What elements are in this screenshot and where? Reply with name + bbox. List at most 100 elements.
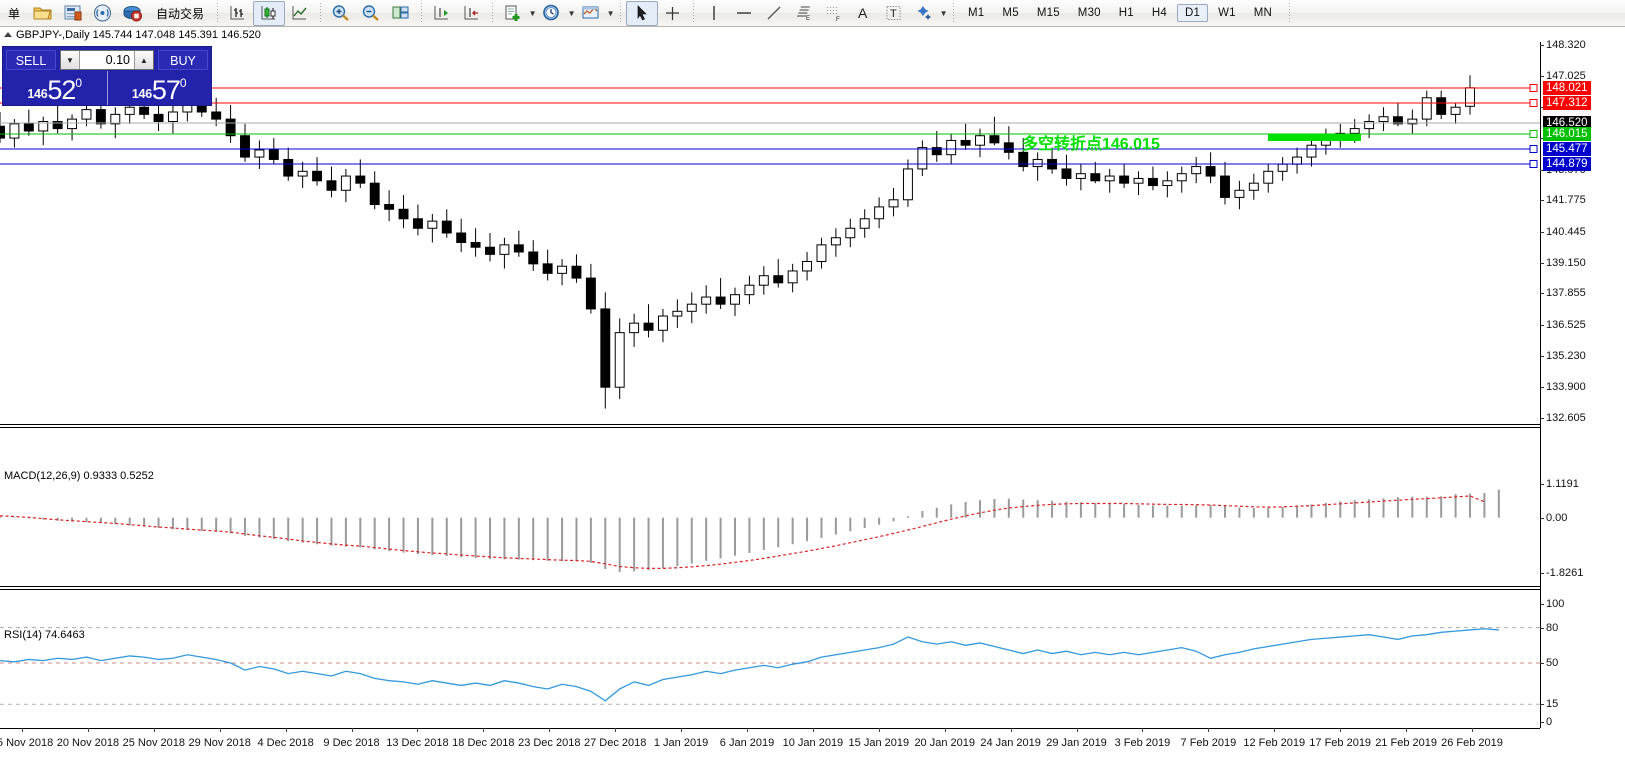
chart-shift-icon[interactable] (457, 1, 487, 26)
volume-stepper[interactable]: ▼ 0.10 ▲ (60, 50, 154, 70)
autotrade-icon[interactable] (118, 1, 148, 26)
date-axis-tick (417, 728, 419, 732)
channel-icon[interactable]: F (819, 1, 849, 26)
one-click-trade-panel[interactable]: SELL ▼ 0.10 ▲ BUY 146 52 0 146 57 0 (2, 46, 212, 106)
ask-price[interactable]: 146 57 0 (108, 71, 212, 105)
trendline-icon[interactable] (759, 1, 789, 26)
date-axis-label: 15 Nov 2018 (0, 737, 54, 749)
rsi-axis-tick-label: 80 (1546, 621, 1559, 634)
objects-dropdown-caret[interactable]: ▼ (939, 8, 948, 18)
price-axis-tick (1540, 231, 1544, 233)
date-axis-tick (87, 728, 89, 732)
volume-input[interactable]: 0.10 (105, 53, 130, 67)
horizontal-line-icon[interactable] (729, 1, 759, 26)
date-axis-tick (22, 728, 23, 732)
indicator-icon[interactable] (576, 1, 606, 26)
timeframe-d1[interactable]: D1 (1177, 4, 1209, 22)
chart-annotation-text: 多空转折点146.015 (1022, 136, 1160, 153)
bar-chart-icon[interactable] (223, 1, 253, 26)
buy-button[interactable]: BUY (158, 50, 208, 70)
vertical-line-icon[interactable] (699, 1, 729, 26)
timeframe-m5[interactable]: M5 (1002, 7, 1019, 19)
price-level-label[interactable]: 146.520 (1543, 116, 1591, 130)
date-axis-label: 21 Feb 2019 (1375, 737, 1437, 749)
rsi-axis-tick-label: 15 (1546, 698, 1559, 711)
bid-price[interactable]: 146 52 0 (3, 71, 108, 105)
period-dropdown-caret[interactable]: ▼ (567, 8, 576, 18)
broadcast-icon[interactable] (88, 1, 118, 26)
candlestick-icon-glyph (258, 2, 280, 24)
macd-pane[interactable] (0, 428, 1540, 586)
date-axis-label: 26 Feb 2019 (1441, 737, 1503, 749)
chart-area[interactable]: MACD(12,26,9) 0.9333 0.5252 RSI(14) 74.6… (0, 39, 1625, 728)
timeframe-m30[interactable]: M30 (1077, 7, 1101, 19)
price-pane[interactable] (0, 42, 1540, 424)
price-level-label[interactable]: 147.312 (1543, 96, 1591, 110)
tile-windows-icon-glyph (390, 2, 412, 24)
price-axis-tick (1540, 417, 1544, 419)
price-axis[interactable]: 148.320147.025145.695144.400143.070141.7… (1540, 39, 1625, 728)
bid-price-pips: 52 (47, 75, 76, 105)
price-axis-tick-label: 132.605 (1546, 411, 1586, 424)
sell-button[interactable]: SELL (6, 50, 56, 70)
new-chart-icon[interactable] (498, 1, 528, 26)
price-axis-tick-label: 141.775 (1546, 194, 1586, 207)
timeframe-m15[interactable]: M15 (1036, 7, 1060, 19)
price-axis-tick (1540, 262, 1544, 264)
volume-increase-button[interactable]: ▲ (134, 51, 153, 69)
price-axis-tick (1540, 169, 1544, 171)
timeframe-w1[interactable]: W1 (1218, 7, 1236, 19)
date-axis-tick (1010, 728, 1012, 732)
price-axis-tick (1540, 107, 1544, 109)
date-axis-tick (615, 728, 617, 732)
collapse-triangle-icon[interactable] (4, 32, 12, 37)
price-candles (0, 75, 1475, 409)
tile-windows-icon[interactable] (386, 1, 416, 26)
date-axis-tick (549, 728, 551, 732)
zoom-out-icon[interactable] (356, 1, 386, 26)
rsi-axis-tick (1540, 663, 1544, 664)
text-box-icon[interactable]: T (879, 1, 909, 26)
scroll-end-icon-glyph (431, 2, 453, 24)
text-label-icon[interactable]: A (849, 1, 879, 26)
scroll-end-icon[interactable] (427, 1, 457, 26)
date-axis-tick (1406, 728, 1408, 732)
timeframe-mn[interactable]: MN (1253, 7, 1273, 19)
candlestick-icon[interactable] (253, 0, 286, 26)
date-axis-tick (351, 728, 353, 732)
timeframe-m1[interactable]: M1 (968, 7, 985, 19)
cursor-icon[interactable] (626, 0, 659, 26)
timeframe-h4[interactable]: H4 (1151, 7, 1167, 19)
new-chart-dropdown-caret[interactable]: ▼ (528, 8, 537, 18)
horizontal-line-icon-glyph (733, 2, 755, 24)
macd-axis-tick-label: -1.8261 (1546, 566, 1584, 579)
date-axis-tick (812, 728, 814, 732)
rsi-label: RSI(14) 74.6463 (4, 629, 85, 641)
date-axis-label: 29 Jan 2019 (1046, 737, 1107, 749)
trade-panel-top-row: SELL ▼ 0.10 ▲ BUY (3, 47, 211, 71)
volume-decrease-button[interactable]: ▼ (61, 51, 80, 69)
rsi-axis-tick-label: 0 (1546, 716, 1553, 728)
objects-icon[interactable] (909, 1, 939, 26)
date-axis-label: 20 Jan 2019 (914, 737, 975, 749)
autotrade-label[interactable]: 自动交易 (156, 6, 205, 21)
line-chart-icon[interactable] (285, 1, 315, 26)
price-level-label[interactable]: 148.021 (1543, 81, 1591, 95)
rsi-pane[interactable] (0, 590, 1540, 728)
zoom-in-icon[interactable] (326, 1, 356, 26)
price-level-label[interactable]: 144.879 (1543, 157, 1591, 171)
crosshair-icon[interactable] (658, 1, 688, 26)
objects-icon-glyph (913, 2, 935, 24)
rsi-axis-tick (1540, 722, 1544, 723)
indicator-dropdown-caret[interactable]: ▼ (606, 8, 615, 18)
price-level-label[interactable]: 145.477 (1543, 142, 1591, 156)
period-icon[interactable] (537, 1, 567, 26)
timeframe-h1[interactable]: H1 (1118, 7, 1134, 19)
symbol-bar[interactable]: GBPJPY-,Daily 145.744 147.048 145.391 14… (0, 28, 1625, 41)
news-icon[interactable] (58, 1, 88, 26)
folder-icon[interactable] (28, 1, 58, 26)
price-level-label[interactable]: 146.015 (1543, 127, 1591, 141)
ask-price-pips: 57 (151, 75, 181, 105)
fibo-icon[interactable]: E (789, 1, 819, 26)
